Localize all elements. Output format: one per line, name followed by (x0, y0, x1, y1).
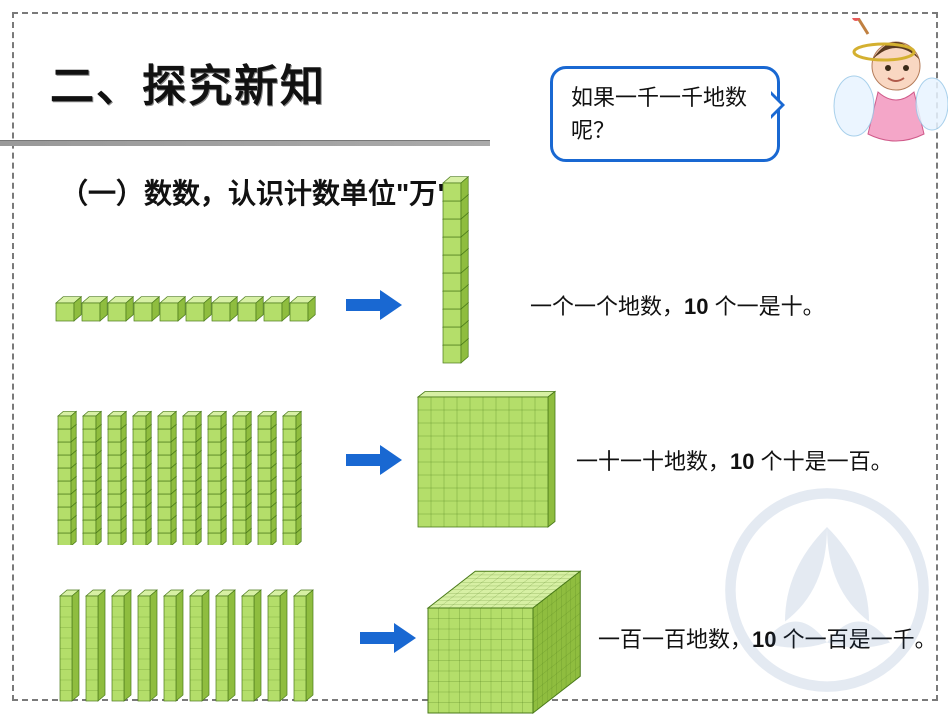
caption-post: 个一是十。 (709, 294, 825, 319)
counting-row-tens: 一十一十地数，10 个十是一百。 (50, 375, 940, 545)
ten-rod (410, 245, 500, 365)
thousand-cube (416, 558, 596, 718)
title-underline (0, 140, 490, 146)
ten-hundred-flats (50, 558, 360, 718)
caption-post: 个一百是一千。 (777, 627, 937, 652)
arrow-icon (360, 624, 416, 652)
caption-pre: 一个一个地数， (530, 294, 684, 319)
caption-post: 个十是一百。 (755, 449, 893, 474)
arrow-icon (340, 291, 410, 319)
ten-ten-rods (50, 375, 340, 545)
ten-unit-cubes (50, 285, 340, 325)
caption-pre: 一十一十地数， (576, 449, 730, 474)
hundred-flat (410, 375, 570, 545)
caption-ones: 一个一个地数，10 个一是十。 (530, 289, 825, 321)
caption-num: 10 (752, 627, 776, 652)
caption-num: 10 (684, 294, 708, 319)
caption-pre: 一百一百地数， (598, 627, 752, 652)
fairy-character-icon (828, 18, 948, 148)
bubble-text: 如果一千一千地数呢？ (571, 85, 747, 143)
counting-row-hundreds: 一百一百地数，10 个一百是一千。 (50, 555, 940, 720)
arrow-icon (340, 446, 410, 474)
speech-bubble: 如果一千一千地数呢？ (550, 66, 780, 162)
page-title: 二、探究新知 (50, 50, 326, 114)
caption-tens: 一十一十地数，10 个十是一百。 (576, 444, 893, 476)
section-subtitle: （一）数数，认识计数单位"万" (60, 172, 451, 212)
caption-num: 10 (730, 449, 754, 474)
counting-row-ones: 一个一个地数，10 个一是十。 (50, 245, 940, 365)
caption-hundreds: 一百一百地数，10 个一百是一千。 (598, 622, 937, 654)
